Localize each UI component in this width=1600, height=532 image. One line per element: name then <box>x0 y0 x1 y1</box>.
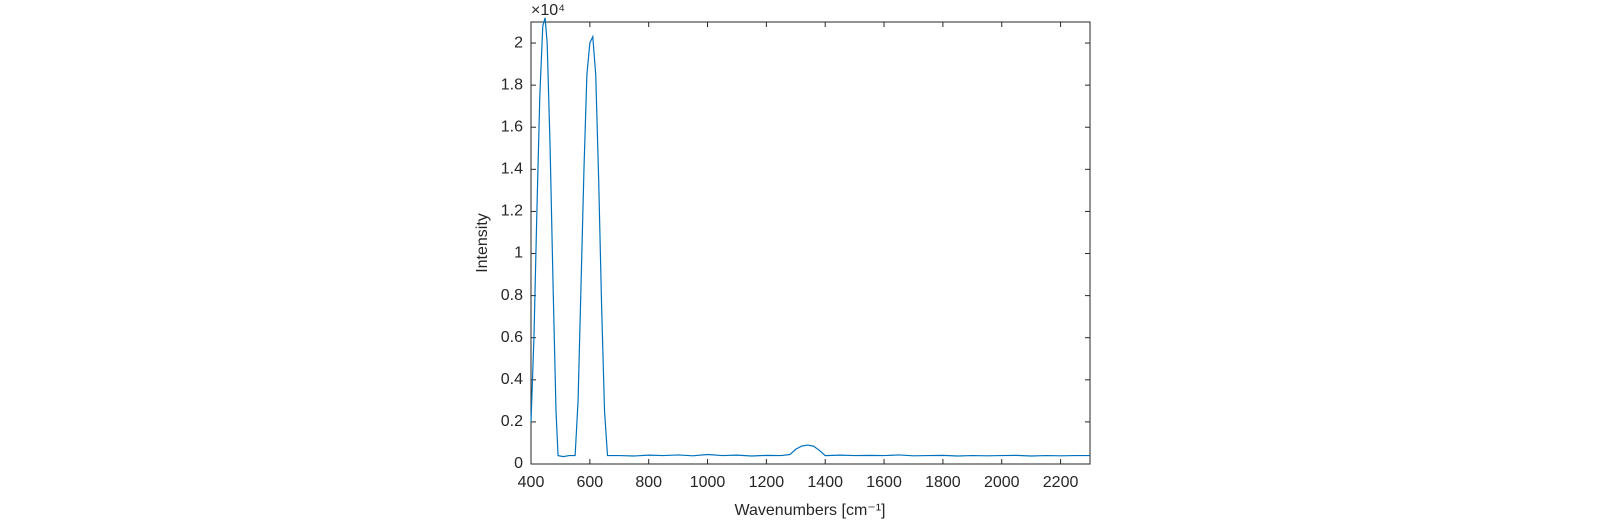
y-axis-label: Intensity <box>474 213 491 273</box>
y-tick-label: 1.2 <box>501 203 523 220</box>
axes-box <box>530 21 1091 465</box>
y-tick-label: 0 <box>514 455 523 472</box>
y-tick-label: 0.6 <box>501 329 523 346</box>
y-tick-label: 2 <box>514 34 523 51</box>
x-tick-label: 800 <box>635 474 662 491</box>
y-tick-label: 1 <box>514 245 523 262</box>
y-tick-label: 0.2 <box>501 413 523 430</box>
y-tick-label: 0.8 <box>501 287 523 304</box>
y-tick-label: 0.4 <box>501 371 523 388</box>
x-axis-label: Wavenumbers [cm⁻¹] <box>735 502 886 519</box>
x-tick-label: 2200 <box>1043 474 1079 491</box>
x-tick-label: 1000 <box>690 474 726 491</box>
x-tick-label: 1200 <box>749 474 785 491</box>
x-tick-label: 1600 <box>866 474 902 491</box>
y-tick-label: 1.8 <box>501 76 523 93</box>
x-tick-label: 2000 <box>984 474 1020 491</box>
x-tick-label: 400 <box>518 474 545 491</box>
x-tick-label: 1400 <box>807 474 843 491</box>
y-tick-label: 1.6 <box>501 118 523 135</box>
x-tick-label: 1800 <box>925 474 961 491</box>
x-tick-label: 600 <box>576 474 603 491</box>
spectrum-line <box>530 17 1090 458</box>
y-multiplier: ×10⁴ <box>531 2 565 19</box>
y-tick-label: 1.4 <box>501 161 523 178</box>
